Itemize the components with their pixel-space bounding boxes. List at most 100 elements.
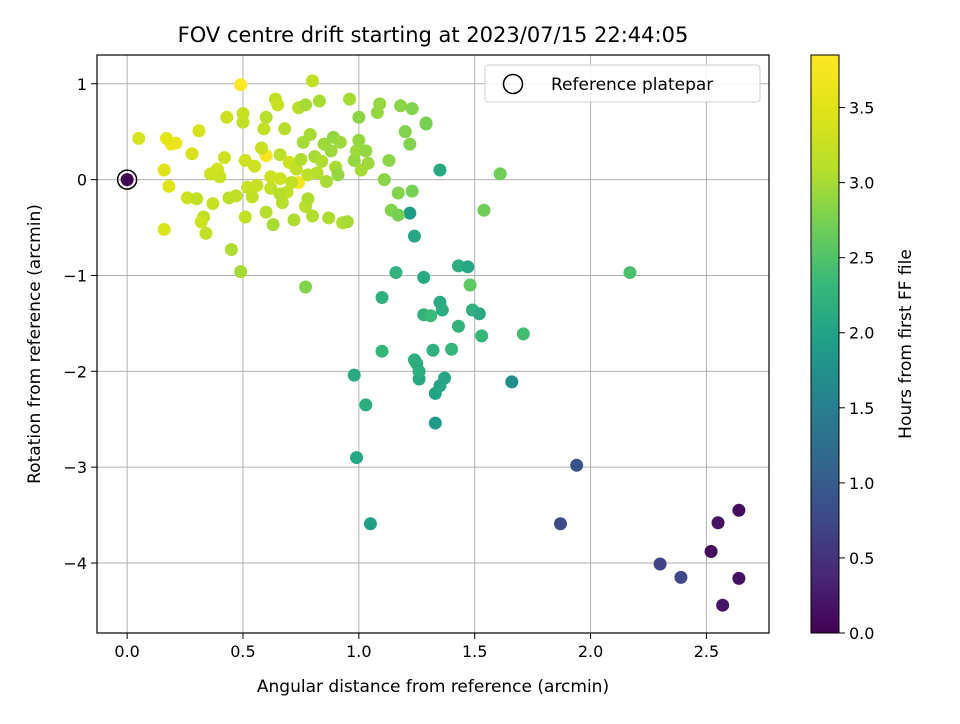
data-point: [461, 260, 475, 274]
data-point: [190, 192, 204, 206]
data-point: [405, 102, 419, 116]
data-point: [287, 213, 301, 227]
data-point: [217, 151, 231, 165]
y-tick-label: −3: [63, 458, 87, 477]
chart-title: FOV centre drift starting at 2023/07/15 …: [178, 23, 689, 47]
data-point: [310, 166, 324, 180]
legend-box: [484, 64, 761, 103]
data-point: [623, 266, 637, 280]
data-point: [299, 98, 313, 112]
colorbar-tick-label: 1.5: [849, 399, 874, 418]
data-point: [185, 147, 199, 161]
data-point: [505, 375, 519, 389]
data-point: [732, 503, 746, 517]
data-point: [234, 78, 248, 92]
x-tick-label: 1.5: [462, 642, 487, 661]
colorbar: [810, 54, 840, 634]
data-point: [324, 144, 338, 158]
data-point: [213, 170, 227, 184]
data-point: [220, 110, 234, 124]
data-point: [553, 517, 567, 531]
data-point: [516, 327, 530, 341]
x-tick-label: 1.0: [346, 642, 371, 661]
y-tick-label: −1: [63, 266, 87, 285]
data-point: [477, 203, 491, 217]
data-point: [160, 131, 174, 145]
x-tick-label: 0.5: [230, 642, 255, 661]
data-point: [428, 416, 442, 430]
data-point: [294, 152, 308, 166]
y-tick-label: −2: [63, 362, 87, 381]
data-point: [248, 159, 262, 173]
plot-frame: [96, 54, 770, 634]
data-point: [301, 192, 315, 206]
data-point: [674, 570, 688, 584]
legend: Reference platepar: [484, 64, 761, 103]
data-point: [278, 122, 292, 136]
data-point: [570, 458, 584, 472]
data-point: [433, 163, 447, 177]
data-point: [435, 303, 449, 317]
data-point: [493, 167, 507, 181]
data-point: [361, 156, 375, 170]
data-point: [340, 215, 354, 229]
data-point: [419, 117, 433, 131]
data-point: [382, 153, 396, 167]
data-point: [352, 110, 366, 124]
x-tick-label: 0.0: [114, 642, 139, 661]
colorbar-tick-label: 3.0: [849, 174, 874, 193]
colorbar-tick-label: 0.5: [849, 549, 874, 568]
legend-marker-reference: [502, 73, 524, 95]
y-tick-label: 0: [77, 171, 87, 190]
data-point: [312, 94, 326, 108]
data-point: [403, 137, 417, 151]
axis-ticks: 0.0 0.5 1.0 1.5 2.0 2.5 1 0 −1 −2 −3 −4: [63, 75, 719, 661]
y-tick-label: −4: [63, 554, 87, 573]
data-point: [199, 226, 213, 240]
x-tick-label: 2.5: [694, 642, 719, 661]
data-point: [120, 173, 134, 187]
data-point: [732, 571, 746, 585]
colorbar-tick-label: 2.0: [849, 324, 874, 343]
data-point: [306, 74, 320, 88]
data-point: [306, 209, 320, 223]
data-point: [259, 110, 273, 124]
data-point: [711, 516, 725, 530]
data-point: [433, 379, 447, 393]
data-point: [264, 181, 278, 195]
data-point: [319, 175, 333, 189]
data-point: [377, 173, 391, 187]
y-axis-label: Rotation from reference (arcmin): [25, 204, 45, 484]
data-point: [373, 97, 387, 111]
data-point: [236, 106, 250, 120]
data-point: [391, 208, 405, 222]
data-point: [315, 154, 329, 168]
data-point: [704, 545, 718, 559]
data-point: [162, 179, 176, 193]
data-point: [398, 125, 412, 139]
data-point: [299, 280, 313, 294]
data-point: [224, 243, 238, 257]
reference-platepar-marker: [116, 169, 138, 190]
data-point: [157, 222, 171, 236]
data-point: [391, 186, 405, 200]
data-point: [407, 229, 421, 243]
data-point: [266, 218, 280, 232]
colorbar-tick-label: 0.0: [849, 624, 874, 643]
data-point: [264, 170, 278, 184]
data-point: [424, 309, 438, 323]
data-point: [359, 398, 373, 412]
data-point: [303, 128, 317, 142]
data-point: [257, 122, 271, 136]
data-point: [375, 344, 389, 358]
data-points: [116, 74, 746, 612]
colorbar-label: Hours from first FF file: [896, 249, 916, 439]
colorbar-tick-label: 3.5: [849, 99, 874, 118]
x-tick-label: 2.0: [578, 642, 603, 661]
data-point: [285, 175, 299, 189]
data-point: [352, 133, 366, 147]
data-point: [410, 357, 424, 371]
data-point: [445, 342, 459, 356]
data-point: [403, 206, 417, 220]
